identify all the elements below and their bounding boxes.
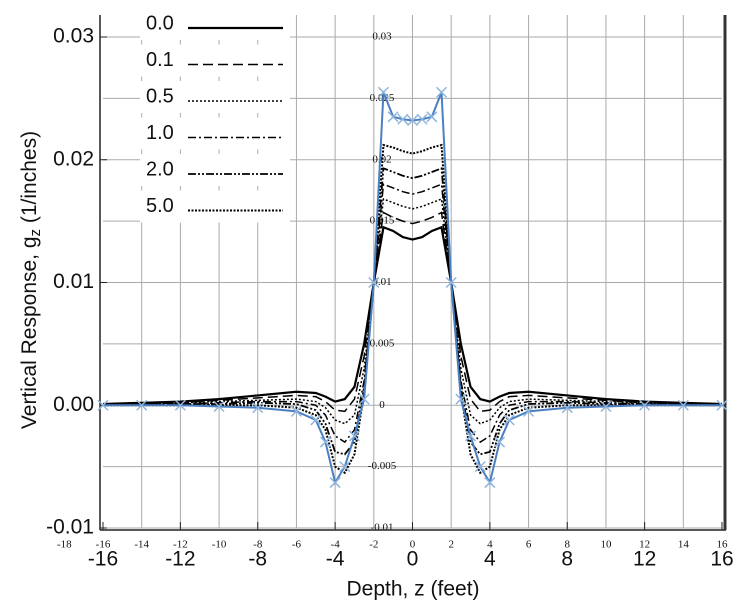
marker <box>639 399 651 411</box>
marker <box>474 461 486 473</box>
x-tick-label: 4 <box>484 548 496 571</box>
x2-tick-label: 2 <box>448 539 454 551</box>
legend-bg <box>140 8 290 40</box>
y2-tick-label: 0.03 <box>372 31 392 43</box>
marker <box>455 393 467 405</box>
marker <box>329 477 341 489</box>
x2-tick-label: 10 <box>600 539 612 551</box>
x2-tick-label: -2 <box>369 539 378 551</box>
marker <box>387 111 399 123</box>
marker <box>136 399 148 411</box>
marker <box>484 477 496 489</box>
x2-tick-label: 6 <box>526 539 532 551</box>
legend-label: 5.0 <box>146 195 174 217</box>
marker <box>339 461 351 473</box>
marker <box>97 399 109 411</box>
x2-tick-label: 16 <box>717 539 729 551</box>
marker <box>213 400 225 413</box>
y-label-subscript: z <box>27 229 44 237</box>
y-tick-label: -0.01 <box>46 516 94 539</box>
y2-tick-label: 0.005 <box>370 337 395 349</box>
y-label-text: Vertical Response, g <box>18 236 41 429</box>
legend-label: 0.0 <box>146 12 174 34</box>
legend-label: 1.0 <box>146 122 174 144</box>
x-tick-label: 8 <box>561 548 573 571</box>
series-line <box>102 183 723 444</box>
x2-tick-label: -10 <box>212 539 227 551</box>
x-tick-label: 16 <box>710 548 733 571</box>
marker <box>494 436 506 448</box>
marker <box>416 113 428 125</box>
marker <box>368 276 380 289</box>
marker <box>310 414 322 426</box>
legend-bg <box>140 154 290 186</box>
series-line <box>102 197 723 425</box>
y-tick-label: 0.00 <box>53 393 94 416</box>
x2-tick-label: -14 <box>134 539 149 551</box>
x2-tick-label: 4 <box>487 539 493 551</box>
x-tick-label: -12 <box>165 548 195 571</box>
marker <box>503 414 515 426</box>
marker <box>716 399 728 411</box>
legend-bg <box>140 81 290 113</box>
series-line <box>103 143 722 475</box>
marker <box>465 430 477 442</box>
x-tick-label: -8 <box>248 548 267 571</box>
y2-tick-label: 0 <box>379 399 385 411</box>
marker <box>677 399 689 411</box>
marker <box>426 111 438 123</box>
x2-tick-label: -8 <box>253 539 263 551</box>
marker <box>358 393 370 405</box>
x-tick-label: -16 <box>88 548 118 571</box>
x-tick-label: -4 <box>326 548 345 571</box>
y-label-suffix: (1/inches) <box>18 131 41 229</box>
y-tick-label: 0.02 <box>53 147 94 170</box>
marker <box>435 86 448 98</box>
x2-tick-label: -18 <box>57 539 72 551</box>
x-axis-label: Depth, z (feet) <box>346 578 479 601</box>
series-line <box>103 211 722 413</box>
marker <box>252 402 264 414</box>
x2-tick-label: 0 <box>410 539 416 551</box>
marker <box>377 86 390 98</box>
x2-tick-label: -4 <box>331 539 341 551</box>
x2-tick-label: 12 <box>639 539 650 551</box>
marker <box>174 399 186 411</box>
legend-label: 0.1 <box>146 49 174 71</box>
y2-tick-label: -0.005 <box>368 460 397 472</box>
y2-tick-label: -0.01 <box>371 522 394 534</box>
y-axis-label: Vertical Response, gz (1/inches) <box>18 131 44 429</box>
x2-tick-label: 14 <box>678 539 690 551</box>
marker <box>561 402 573 414</box>
marker <box>290 405 302 417</box>
legend-bg <box>140 44 290 77</box>
x2-tick-label: 8 <box>565 539 571 551</box>
series-line <box>103 167 722 456</box>
marker <box>600 400 612 413</box>
x2-tick-label: -16 <box>96 539 111 551</box>
marker <box>319 436 331 448</box>
y-tick-label: 0.01 <box>53 270 94 293</box>
marker <box>348 430 360 442</box>
marker <box>523 405 535 417</box>
marker <box>445 276 457 289</box>
x2-tick-label: -12 <box>173 539 188 551</box>
marker <box>397 113 409 125</box>
legend-bg <box>140 117 290 150</box>
marker <box>406 114 419 127</box>
legend-label: 2.0 <box>146 158 174 180</box>
x-tick-label: 12 <box>633 548 656 571</box>
y-tick-label: 0.03 <box>53 25 94 48</box>
legend-bg <box>140 190 290 223</box>
legend-label: 0.5 <box>146 85 174 107</box>
x-tick-label: 0 <box>407 548 419 571</box>
series-line <box>102 225 723 406</box>
x2-tick-label: -6 <box>292 539 302 551</box>
